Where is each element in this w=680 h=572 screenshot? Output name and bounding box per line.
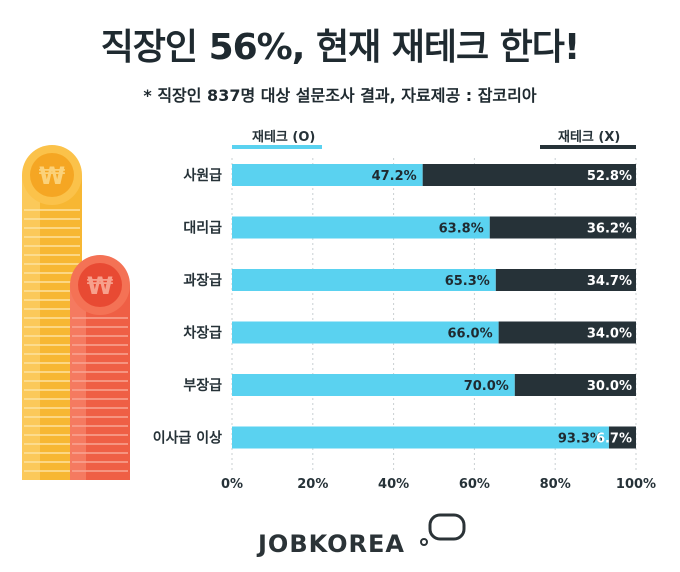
data-label-no-5: 6.7% <box>596 432 632 447</box>
bar-yes-0 <box>232 164 423 186</box>
bar-yes-4 <box>232 374 515 396</box>
x-tick-label-1: 20% <box>297 477 328 492</box>
data-label-yes-1: 63.8% <box>439 222 484 237</box>
data-label-no-0: 52.8% <box>587 169 632 184</box>
stacked-bar-chart: ₩ ₩ 재테크 (O) 재테크 (X) 사원급 47.2% 52.8% 대리급 63.8%… <box>22 130 656 492</box>
x-tick-label-2: 40% <box>378 477 409 492</box>
legend-label-no: 재테크 (X) <box>558 130 620 145</box>
won-coin-stack-icon: ₩ ₩ <box>22 145 130 480</box>
category-label-4: 부장급 <box>183 377 222 394</box>
data-label-no-1: 36.2% <box>587 222 632 237</box>
bar-no-5 <box>608 426 636 449</box>
bar-yes-1 <box>232 216 490 239</box>
bar-no-3 <box>498 321 636 344</box>
category-label-5: 이사급 이상 <box>153 430 222 447</box>
category-label-2: 과장급 <box>183 272 222 289</box>
category-label-0: 사원급 <box>183 168 222 184</box>
x-tick-label-5: 100% <box>616 477 656 492</box>
bar-no-1 <box>489 216 636 239</box>
data-label-yes-2: 65.3% <box>445 274 490 289</box>
bar-yes-2 <box>232 269 496 291</box>
data-label-no-3: 34.0% <box>587 327 632 342</box>
data-label-yes-0: 47.2% <box>372 169 417 184</box>
bar-no-4 <box>514 374 636 396</box>
bar-yes-3 <box>232 321 499 344</box>
jobkorea-logo-icon <box>420 513 466 546</box>
category-label-3: 차장급 <box>183 325 222 342</box>
page-subtitle: * 직장인 837명 대상 설문조사 결과, 자료제공 : 잡코리아 <box>143 86 537 105</box>
data-label-yes-5: 93.3% <box>558 432 603 447</box>
page-title: 직장인 56%, 현재 재테크 한다! <box>100 27 581 68</box>
bar-no-2 <box>495 269 636 291</box>
svg-text:₩: ₩ <box>87 272 114 300</box>
bar-yes-5 <box>232 426 609 449</box>
x-tick-label-0: 0% <box>221 477 243 492</box>
data-label-no-4: 30.0% <box>587 379 632 394</box>
data-label-yes-4: 70.0% <box>464 379 509 394</box>
category-label-1: 대리급 <box>183 221 222 237</box>
legend-label-yes: 재테크 (O) <box>252 130 315 145</box>
x-tick-label-4: 80% <box>540 477 571 492</box>
bar-no-0 <box>422 164 636 186</box>
data-label-no-2: 34.7% <box>587 274 632 289</box>
svg-text:₩: ₩ <box>39 162 66 190</box>
x-tick-label-3: 60% <box>459 477 490 492</box>
logo-text: JOBKOREA <box>258 530 405 558</box>
data-label-yes-3: 66.0% <box>448 327 493 342</box>
